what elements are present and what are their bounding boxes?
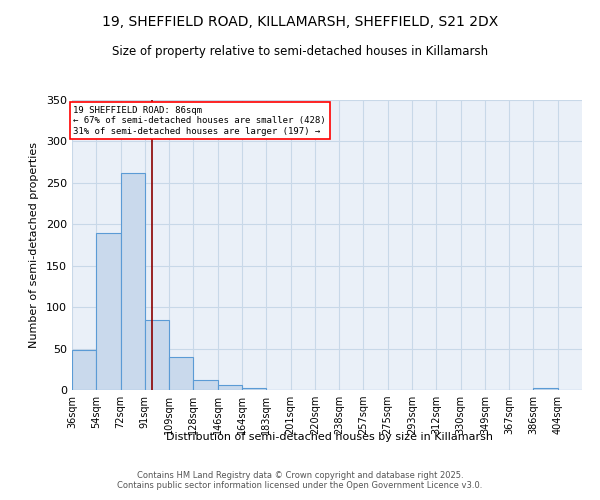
Y-axis label: Number of semi-detached properties: Number of semi-detached properties <box>29 142 39 348</box>
Text: Distribution of semi-detached houses by size in Killamarsh: Distribution of semi-detached houses by … <box>167 432 493 442</box>
Text: Contains HM Land Registry data © Crown copyright and database right 2025.
Contai: Contains HM Land Registry data © Crown c… <box>118 470 482 490</box>
Bar <box>96 232 121 390</box>
Bar <box>193 380 218 390</box>
Text: Size of property relative to semi-detached houses in Killamarsh: Size of property relative to semi-detach… <box>112 45 488 58</box>
Text: 19, SHEFFIELD ROAD, KILLAMARSH, SHEFFIELD, S21 2DX: 19, SHEFFIELD ROAD, KILLAMARSH, SHEFFIEL… <box>102 15 498 29</box>
Bar <box>218 385 242 390</box>
Text: 19 SHEFFIELD ROAD: 86sqm
← 67% of semi-detached houses are smaller (428)
31% of : 19 SHEFFIELD ROAD: 86sqm ← 67% of semi-d… <box>73 106 326 136</box>
Bar <box>533 388 558 390</box>
Bar <box>121 173 145 390</box>
Bar <box>72 350 96 390</box>
Bar <box>145 320 169 390</box>
Bar <box>169 357 193 390</box>
Bar <box>242 388 266 390</box>
